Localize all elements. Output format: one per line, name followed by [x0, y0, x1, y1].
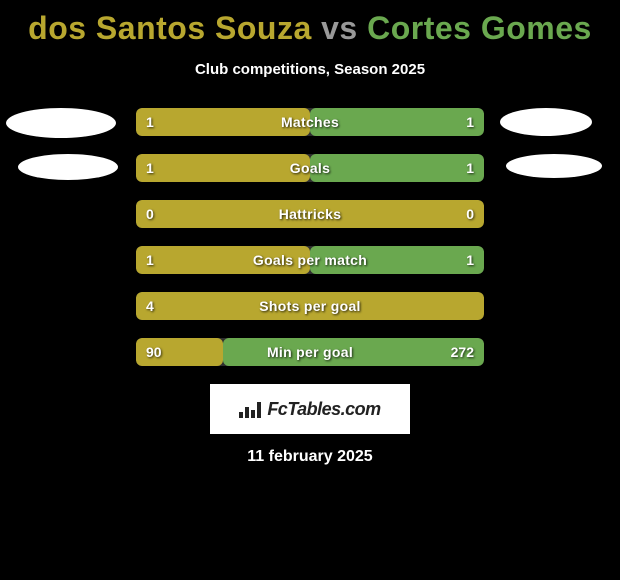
- comparison-title: dos Santos Souza vs Cortes Gomes: [0, 0, 620, 47]
- player2-name: Cortes Gomes: [367, 10, 592, 46]
- stat-row: 11Matches: [136, 108, 484, 136]
- stat-row: 11Goals: [136, 154, 484, 182]
- stat-row: 4Shots per goal: [136, 292, 484, 320]
- stat-row: 11Goals per match: [136, 246, 484, 274]
- fctables-logo: FcTables.com: [210, 384, 410, 434]
- chart-icon: [239, 400, 261, 418]
- player2-silhouette-bottom: [506, 154, 602, 178]
- player2-silhouette-top: [500, 108, 592, 136]
- player1-name: dos Santos Souza: [28, 10, 312, 46]
- stat-row: 90272Min per goal: [136, 338, 484, 366]
- stat-label: Shots per goal: [136, 292, 484, 320]
- stat-label: Goals: [136, 154, 484, 182]
- stat-label: Goals per match: [136, 246, 484, 274]
- logo-text: FcTables.com: [267, 399, 380, 420]
- stat-label: Hattricks: [136, 200, 484, 228]
- subtitle: Club competitions, Season 2025: [0, 61, 620, 78]
- player1-silhouette-bottom: [18, 154, 118, 180]
- player1-silhouette-top: [6, 108, 116, 138]
- date-label: 11 february 2025: [0, 448, 620, 466]
- stat-label: Min per goal: [136, 338, 484, 366]
- vs-separator: vs: [321, 10, 358, 46]
- stat-row: 00Hattricks: [136, 200, 484, 228]
- stat-label: Matches: [136, 108, 484, 136]
- stats-stage: 11Matches 11Goals 00Hattricks 11Goals per m…: [0, 108, 620, 366]
